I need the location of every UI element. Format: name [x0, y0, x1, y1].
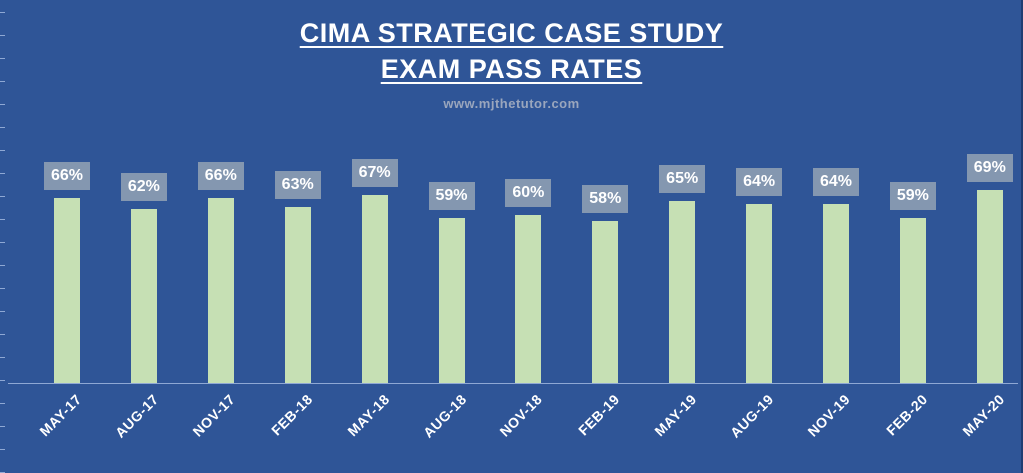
left-axis-tick	[0, 242, 5, 243]
data-label: 60%	[505, 179, 552, 207]
bar-may-19	[669, 201, 696, 383]
left-axis-tick	[0, 288, 5, 289]
bar-aug-18	[438, 217, 465, 383]
data-label: 66%	[44, 162, 90, 191]
left-axis-tick	[0, 12, 5, 13]
chart-title-line-1: CIMA STRATEGIC CASE STUDY	[299, 18, 724, 48]
x-tick-label: NOV-17	[189, 391, 238, 440]
bar-aug-17	[130, 209, 157, 383]
left-axis-tick	[0, 334, 5, 335]
x-tick-label: MAY-19	[651, 391, 700, 440]
x-axis-line	[8, 383, 1018, 384]
x-tick-label: NOV-19	[804, 391, 854, 440]
x-tick-label: FEB-19	[575, 391, 623, 439]
left-axis-tick	[0, 311, 5, 312]
data-label: 58%	[582, 184, 629, 213]
bar-may-20	[976, 189, 1003, 383]
x-tick-label: NOV-18	[496, 391, 546, 440]
left-axis-ticks	[0, 0, 6, 473]
x-tick-label: AUG-18	[419, 391, 470, 441]
left-axis-tick	[0, 265, 5, 266]
left-axis-tick	[0, 58, 5, 59]
bar-nov-17	[207, 198, 234, 383]
left-axis-tick	[0, 104, 5, 105]
left-axis-tick	[0, 380, 5, 381]
x-tick-label: MAY-20	[959, 391, 1008, 440]
bar-may-17	[54, 198, 80, 383]
x-tick-label: MAY-18	[343, 391, 393, 440]
left-axis-tick	[0, 219, 5, 220]
left-axis-tick	[0, 403, 5, 404]
data-label: 69%	[966, 153, 1013, 182]
bar-nov-19	[823, 203, 849, 383]
chart-title-line-2: EXAM PASS RATES	[380, 54, 643, 84]
x-tick-label: AUG-19	[727, 391, 777, 441]
x-tick-label: FEB-18	[267, 391, 316, 439]
data-label: 66%	[197, 162, 244, 191]
data-label: 63%	[274, 170, 321, 199]
data-label: 67%	[351, 159, 398, 188]
x-tick-label: FEB-20	[882, 391, 931, 439]
bar-feb-19	[592, 220, 619, 383]
x-tick-label: MAY-17	[36, 391, 85, 440]
data-label: 62%	[120, 173, 167, 202]
left-axis-tick	[0, 357, 5, 358]
data-label: 64%	[736, 167, 783, 196]
left-axis-tick	[0, 173, 5, 174]
data-label: 59%	[889, 181, 936, 210]
data-label: 65%	[659, 165, 706, 193]
data-label: 59%	[428, 181, 475, 210]
x-tick-label: AUG-17	[111, 391, 162, 441]
watermark-text: www.mjthetutor.com	[443, 96, 580, 111]
left-axis-tick	[0, 449, 5, 450]
left-axis-tick	[0, 81, 5, 82]
bar-may-18	[361, 195, 388, 383]
left-axis-tick	[0, 150, 5, 151]
bar-nov-18	[515, 215, 542, 383]
bar-feb-18	[284, 206, 311, 383]
left-axis-tick	[0, 426, 5, 427]
left-axis-tick	[0, 35, 5, 36]
bar-aug-19	[746, 203, 773, 383]
left-axis-tick	[0, 127, 5, 128]
bar-feb-20	[899, 217, 926, 383]
left-axis-tick	[0, 196, 5, 197]
data-label: 64%	[813, 167, 859, 196]
